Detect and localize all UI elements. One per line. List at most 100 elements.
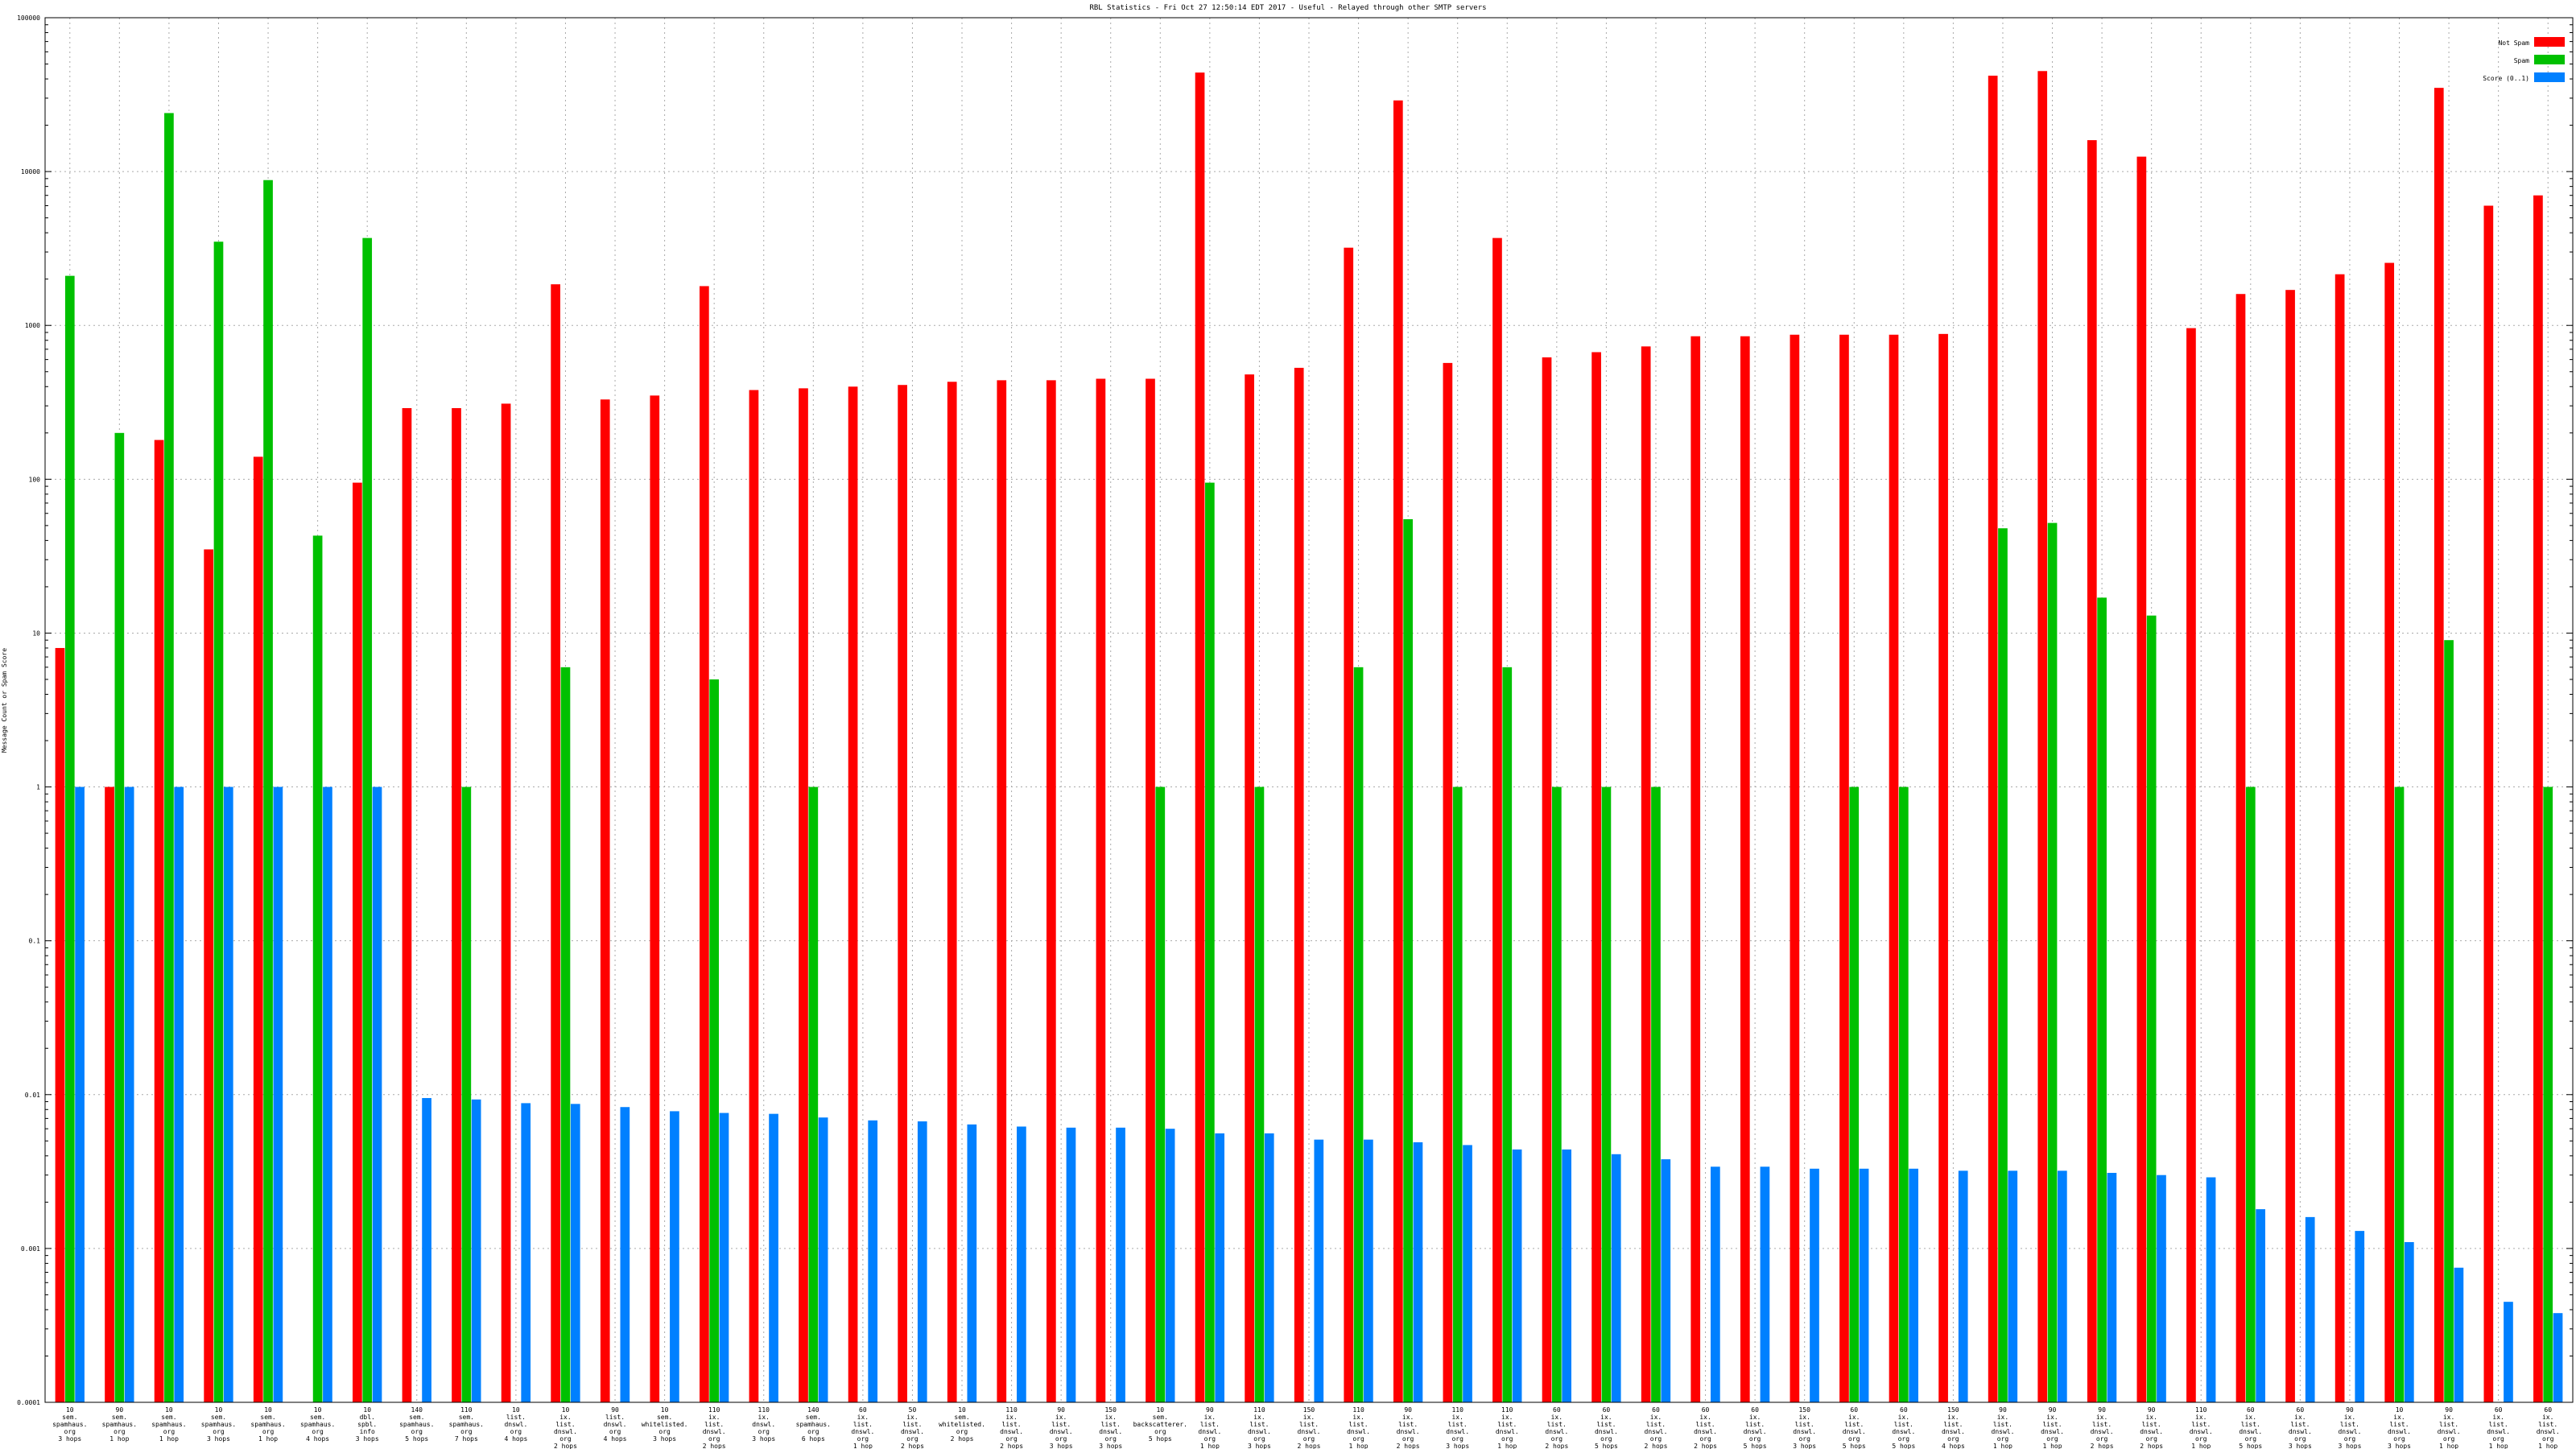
bar-spam	[1353, 667, 1364, 1402]
bar-not-spam	[1988, 76, 1998, 1403]
bar-score-0-1	[2157, 1174, 2166, 1402]
x-category-label: 90 ix. list. dnswl. org 3 hops	[1050, 1406, 1073, 1449]
bar-not-spam	[1344, 247, 1354, 1403]
bar-not-spam	[2434, 88, 2444, 1402]
bar-score-0-1	[323, 786, 332, 1402]
bar-score-0-1	[2008, 1170, 2018, 1402]
bar-not-spam	[55, 647, 65, 1402]
bar-score-0-1	[1116, 1127, 1125, 1402]
y-tick-label: 100	[29, 476, 41, 483]
bar-not-spam	[154, 440, 164, 1403]
bar-spam	[1551, 786, 1562, 1402]
x-category-label: 60 ix. list. dnswl. org 3 hops	[2289, 1406, 2312, 1449]
bar-not-spam	[1294, 367, 1304, 1403]
bar-score-0-1	[868, 1120, 878, 1402]
x-category-label: 60 ix. list. dnswl. org 5 hops	[1843, 1406, 1866, 1449]
x-category-label: 60 ix. list. dnswl. org 5 hops	[1744, 1406, 1767, 1449]
x-category-label: 140 sem. spamhaus. org 6 hops	[796, 1406, 831, 1443]
bar-not-spam	[1443, 362, 1453, 1403]
bar-not-spam	[898, 385, 907, 1403]
legend: Not Spam Spam Score (0..1)	[2483, 37, 2565, 82]
x-category-label: 110 ix. list. dnswl. org 2 hops	[1000, 1406, 1023, 1449]
bar-spam	[2394, 786, 2405, 1402]
bar-score-0-1	[2057, 1170, 2067, 1402]
bar-not-spam	[2483, 205, 2494, 1402]
x-category-label: 90 ix. list. dnswl. org 2 hops	[2091, 1406, 2114, 1449]
bar-not-spam	[1938, 333, 1948, 1402]
bar-not-spam	[452, 407, 461, 1403]
bar-score-0-1	[1463, 1145, 1472, 1402]
bar-spam	[1601, 786, 1612, 1402]
bar-score-0-1	[1066, 1127, 1076, 1402]
bar-spam	[64, 275, 75, 1402]
y-axis-label: Message Count or Spam Score	[1, 648, 8, 753]
x-category-label: 90 ix. list. dnswl. org 1 hop	[2438, 1406, 2461, 1449]
bar-not-spam	[1641, 346, 1651, 1402]
bar-score-0-1	[1859, 1168, 1869, 1402]
y-axis-ticks: 0.0001 0.001 0.01 0.1 1 10 100 1000 10000 100000	[17, 14, 2573, 1406]
bar-score-0-1	[769, 1113, 778, 1402]
x-category-label: 10 sem. spamhaus. org 1 hop	[151, 1406, 186, 1443]
bar-score-0-1	[1314, 1139, 1324, 1402]
bar-score-0-1	[2454, 1267, 2464, 1402]
x-category-label: 110 ix. list. dnswl. org 1 hop	[1347, 1406, 1370, 1449]
y-tick-label: 10000	[21, 168, 40, 175]
bar-score-0-1	[2206, 1177, 2216, 1402]
x-category-label: 110 ix. list. dnswl. org 2 hops	[703, 1406, 726, 1449]
bar-not-spam	[997, 380, 1007, 1403]
x-category-label: 140 sem. spamhaus. org 5 hops	[399, 1406, 434, 1443]
bar-spam	[1403, 518, 1413, 1402]
bar-spam	[1651, 786, 1661, 1402]
y-tick-label: 0.0001	[17, 1399, 40, 1406]
bar-score-0-1	[2256, 1209, 2265, 1402]
x-category-label: 110 ix. list. dnswl. org 3 hops	[1446, 1406, 1469, 1449]
bar-score-0-1	[1215, 1133, 1225, 1402]
bar-spam	[2543, 786, 2553, 1402]
x-category-label: 90 ix. list. dnswl. org 1 hop	[1198, 1406, 1221, 1449]
legend-label: Not Spam	[2498, 39, 2529, 47]
x-category-label: 150 ix. list. dnswl. org 3 hops	[1793, 1406, 1816, 1449]
bar-not-spam	[353, 482, 362, 1402]
bar-spam	[362, 237, 373, 1402]
x-category-label: 60 ix. list. dnswl. org 1 hop	[2487, 1406, 2510, 1449]
bar-score-0-1	[372, 786, 382, 1402]
x-category-label: 10 sem. whitelisted. org 3 hops	[642, 1406, 688, 1443]
legend-swatch	[2534, 37, 2565, 47]
bar-score-0-1	[818, 1117, 828, 1402]
bar-score-0-1	[521, 1103, 531, 1402]
x-category-label: 10 dbl. spbl. info 3 hops	[356, 1406, 379, 1443]
bar-score-0-1	[2553, 1313, 2563, 1402]
bar-not-spam	[1096, 378, 1106, 1402]
bar-spam	[114, 432, 125, 1402]
bar-not-spam	[2235, 294, 2246, 1402]
bar-not-spam	[848, 386, 858, 1403]
y-tick-label: 0.001	[21, 1245, 40, 1253]
x-category-label: 10 ix. list. dnswl. org 2 hops	[554, 1406, 577, 1449]
x-category-label: 60 ix. list. dnswl. org 2 hops	[1545, 1406, 1568, 1449]
x-category-label: 90 ix. list. dnswl. org 2 hops	[2140, 1406, 2163, 1449]
bar-not-spam	[1393, 100, 1403, 1403]
bar-score-0-1	[223, 786, 233, 1402]
bar-score-0-1	[620, 1107, 630, 1402]
bar-not-spam	[105, 786, 114, 1402]
bar-score-0-1	[1810, 1168, 1819, 1402]
bar-spam	[808, 786, 819, 1402]
bar-score-0-1	[1760, 1166, 1770, 1402]
bar-not-spam	[947, 382, 957, 1402]
bar-score-0-1	[471, 1099, 481, 1402]
bar-score-0-1	[1562, 1149, 1572, 1402]
bar-spam	[1254, 786, 1265, 1402]
bar-not-spam	[2285, 290, 2295, 1402]
y-tick-label: 1000	[25, 322, 40, 329]
legend-swatch	[2534, 55, 2565, 64]
bar-spam	[2097, 597, 2107, 1402]
bar-score-0-1	[2504, 1302, 2513, 1402]
y-tick-label: 0.1	[29, 938, 41, 945]
bar-not-spam	[253, 456, 263, 1402]
x-category-label: 10 sem. backscatterer. org 5 hops	[1133, 1406, 1187, 1443]
x-category-label: 110 ix. list. dnswl. org 1 hop	[1496, 1406, 1519, 1449]
bar-not-spam	[1889, 334, 1899, 1402]
bar-not-spam	[2087, 140, 2097, 1402]
bar-not-spam	[700, 286, 709, 1403]
bar-spam	[164, 113, 174, 1403]
